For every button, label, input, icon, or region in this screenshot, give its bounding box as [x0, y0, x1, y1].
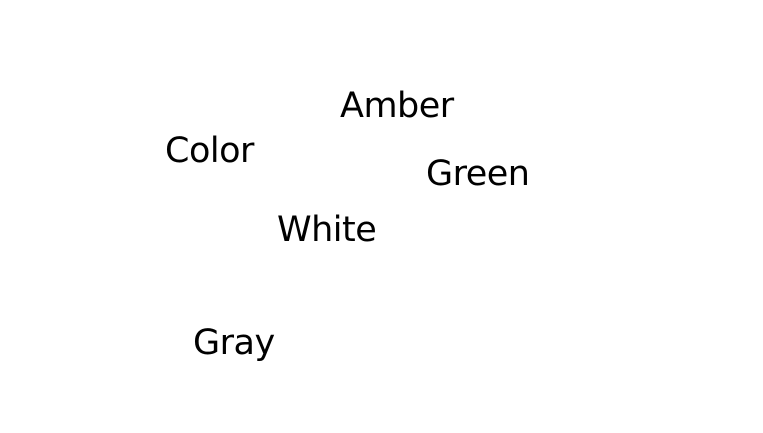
word-gray: Gray [193, 323, 275, 363]
word-amber: Amber [340, 86, 454, 126]
word-color: Color [165, 131, 254, 171]
word-green: Green [426, 154, 530, 194]
word-white: White [277, 210, 377, 250]
